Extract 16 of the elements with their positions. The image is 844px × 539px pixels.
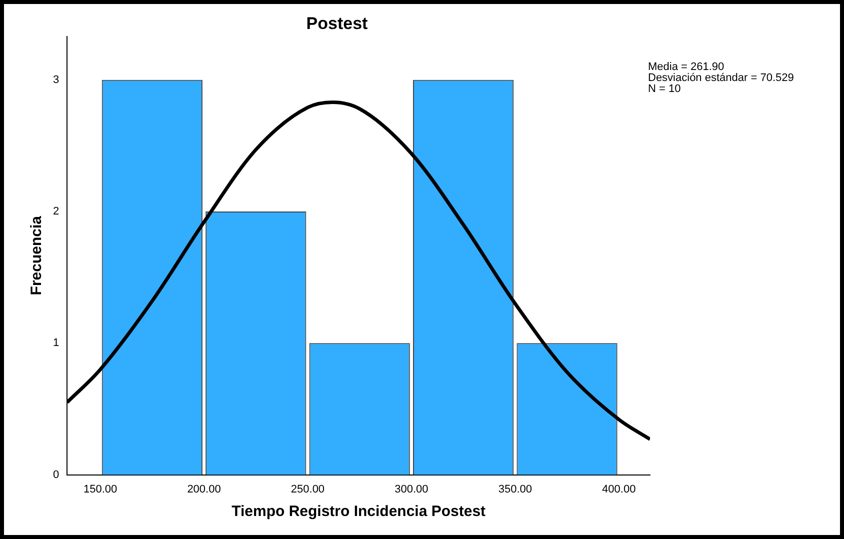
x-tick-label: 200.00 <box>187 483 221 496</box>
x-tick-label: 300.00 <box>394 483 428 496</box>
x-tick-label: 150.00 <box>83 483 118 496</box>
annotation: N = 10 <box>648 83 682 95</box>
annotation: Desviación estándar = 70.529 <box>648 72 794 84</box>
y-tick-label: 3 <box>52 74 60 86</box>
chart-title: Postest <box>306 14 368 33</box>
y-tick-label: 2 <box>52 206 60 218</box>
y-axis-title: Frecuencia <box>28 215 46 296</box>
y-tick-label: 1 <box>52 337 60 350</box>
x-tick-label: 250.00 <box>290 483 325 496</box>
y-tick-label: 0 <box>52 468 60 481</box>
x-tick-label: 350.00 <box>498 483 532 496</box>
x-tick-label: 400.00 <box>602 483 636 496</box>
annotation: Media = 261.90 <box>648 61 724 73</box>
x-axis-title: Tiempo Registro Incidencia Postest <box>232 503 486 520</box>
